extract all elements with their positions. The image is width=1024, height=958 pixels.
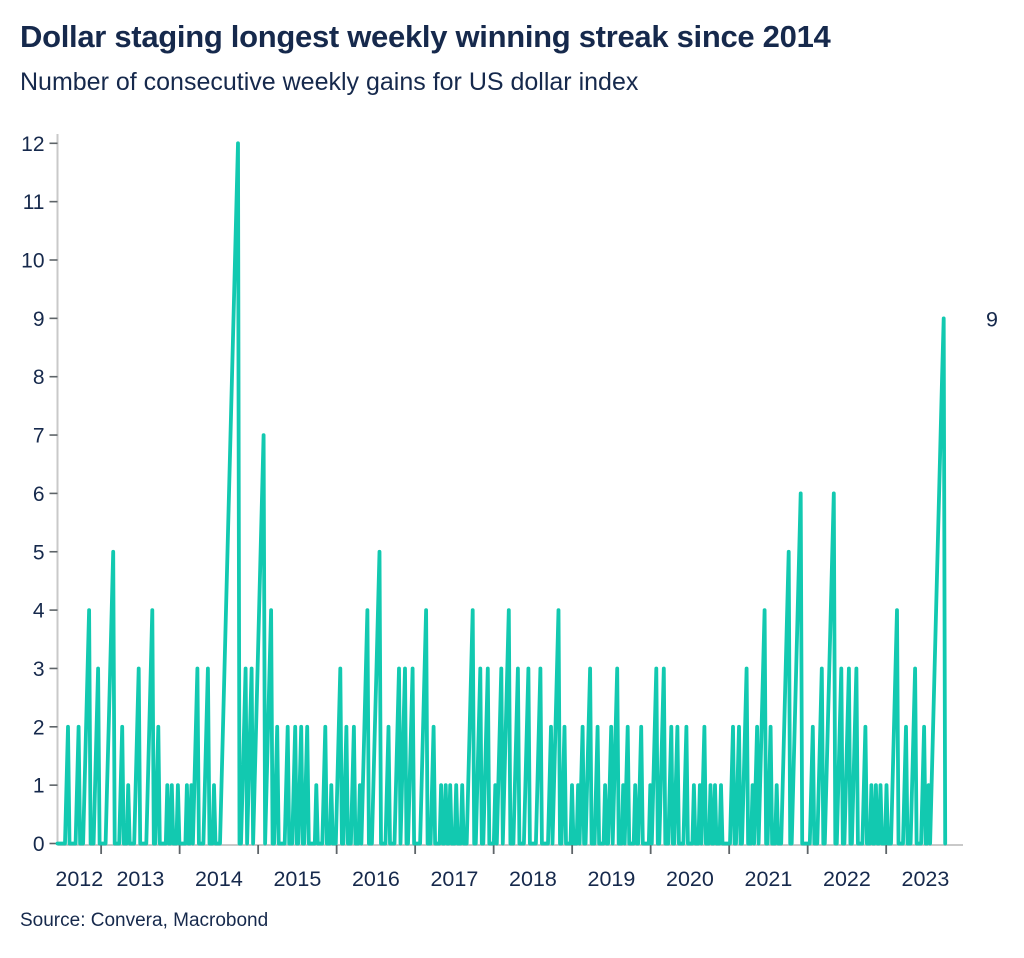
source-note: Source: Convera, Macrobond (20, 910, 269, 931)
x-tick-label: 2016 (352, 867, 400, 891)
x-tick-label: 2023 (902, 867, 950, 891)
y-tick-label: 8 (33, 366, 45, 389)
peak-annotation: 9 (986, 307, 998, 331)
x-tick-label: 2020 (666, 867, 714, 891)
y-tick-label: 6 (33, 483, 45, 506)
x-tick-label: 2014 (195, 867, 243, 891)
series-line (55, 141, 948, 846)
y-tick-label: 0 (33, 833, 45, 856)
y-tick-label: 9 (33, 308, 45, 331)
x-tick-label: 2021 (744, 867, 792, 891)
y-tick-label: 2 (33, 716, 45, 739)
page-title: Dollar staging longest weekly winning st… (20, 19, 831, 54)
y-tick-label: 10 (21, 250, 44, 273)
x-tick-label: 2012 (55, 867, 103, 891)
y-tick-label: 1 (33, 775, 45, 798)
x-tick-label: 2013 (116, 867, 164, 891)
y-tick-label: 4 (33, 600, 45, 623)
x-tick-label: 2019 (587, 867, 635, 891)
y-tick-label: 11 (23, 191, 45, 214)
x-tick-label: 2015 (273, 867, 321, 891)
x-tick-label: 2022 (823, 867, 871, 891)
y-tick-label: 3 (33, 658, 45, 681)
page-subtitle: Number of consecutive weekly gains for U… (20, 68, 639, 96)
y-tick-label: 12 (21, 133, 44, 156)
y-tick-label: 7 (33, 425, 45, 448)
y-tick-label: 5 (33, 541, 45, 564)
x-tick-label: 2017 (430, 867, 478, 891)
x-tick-label: 2018 (509, 867, 557, 891)
